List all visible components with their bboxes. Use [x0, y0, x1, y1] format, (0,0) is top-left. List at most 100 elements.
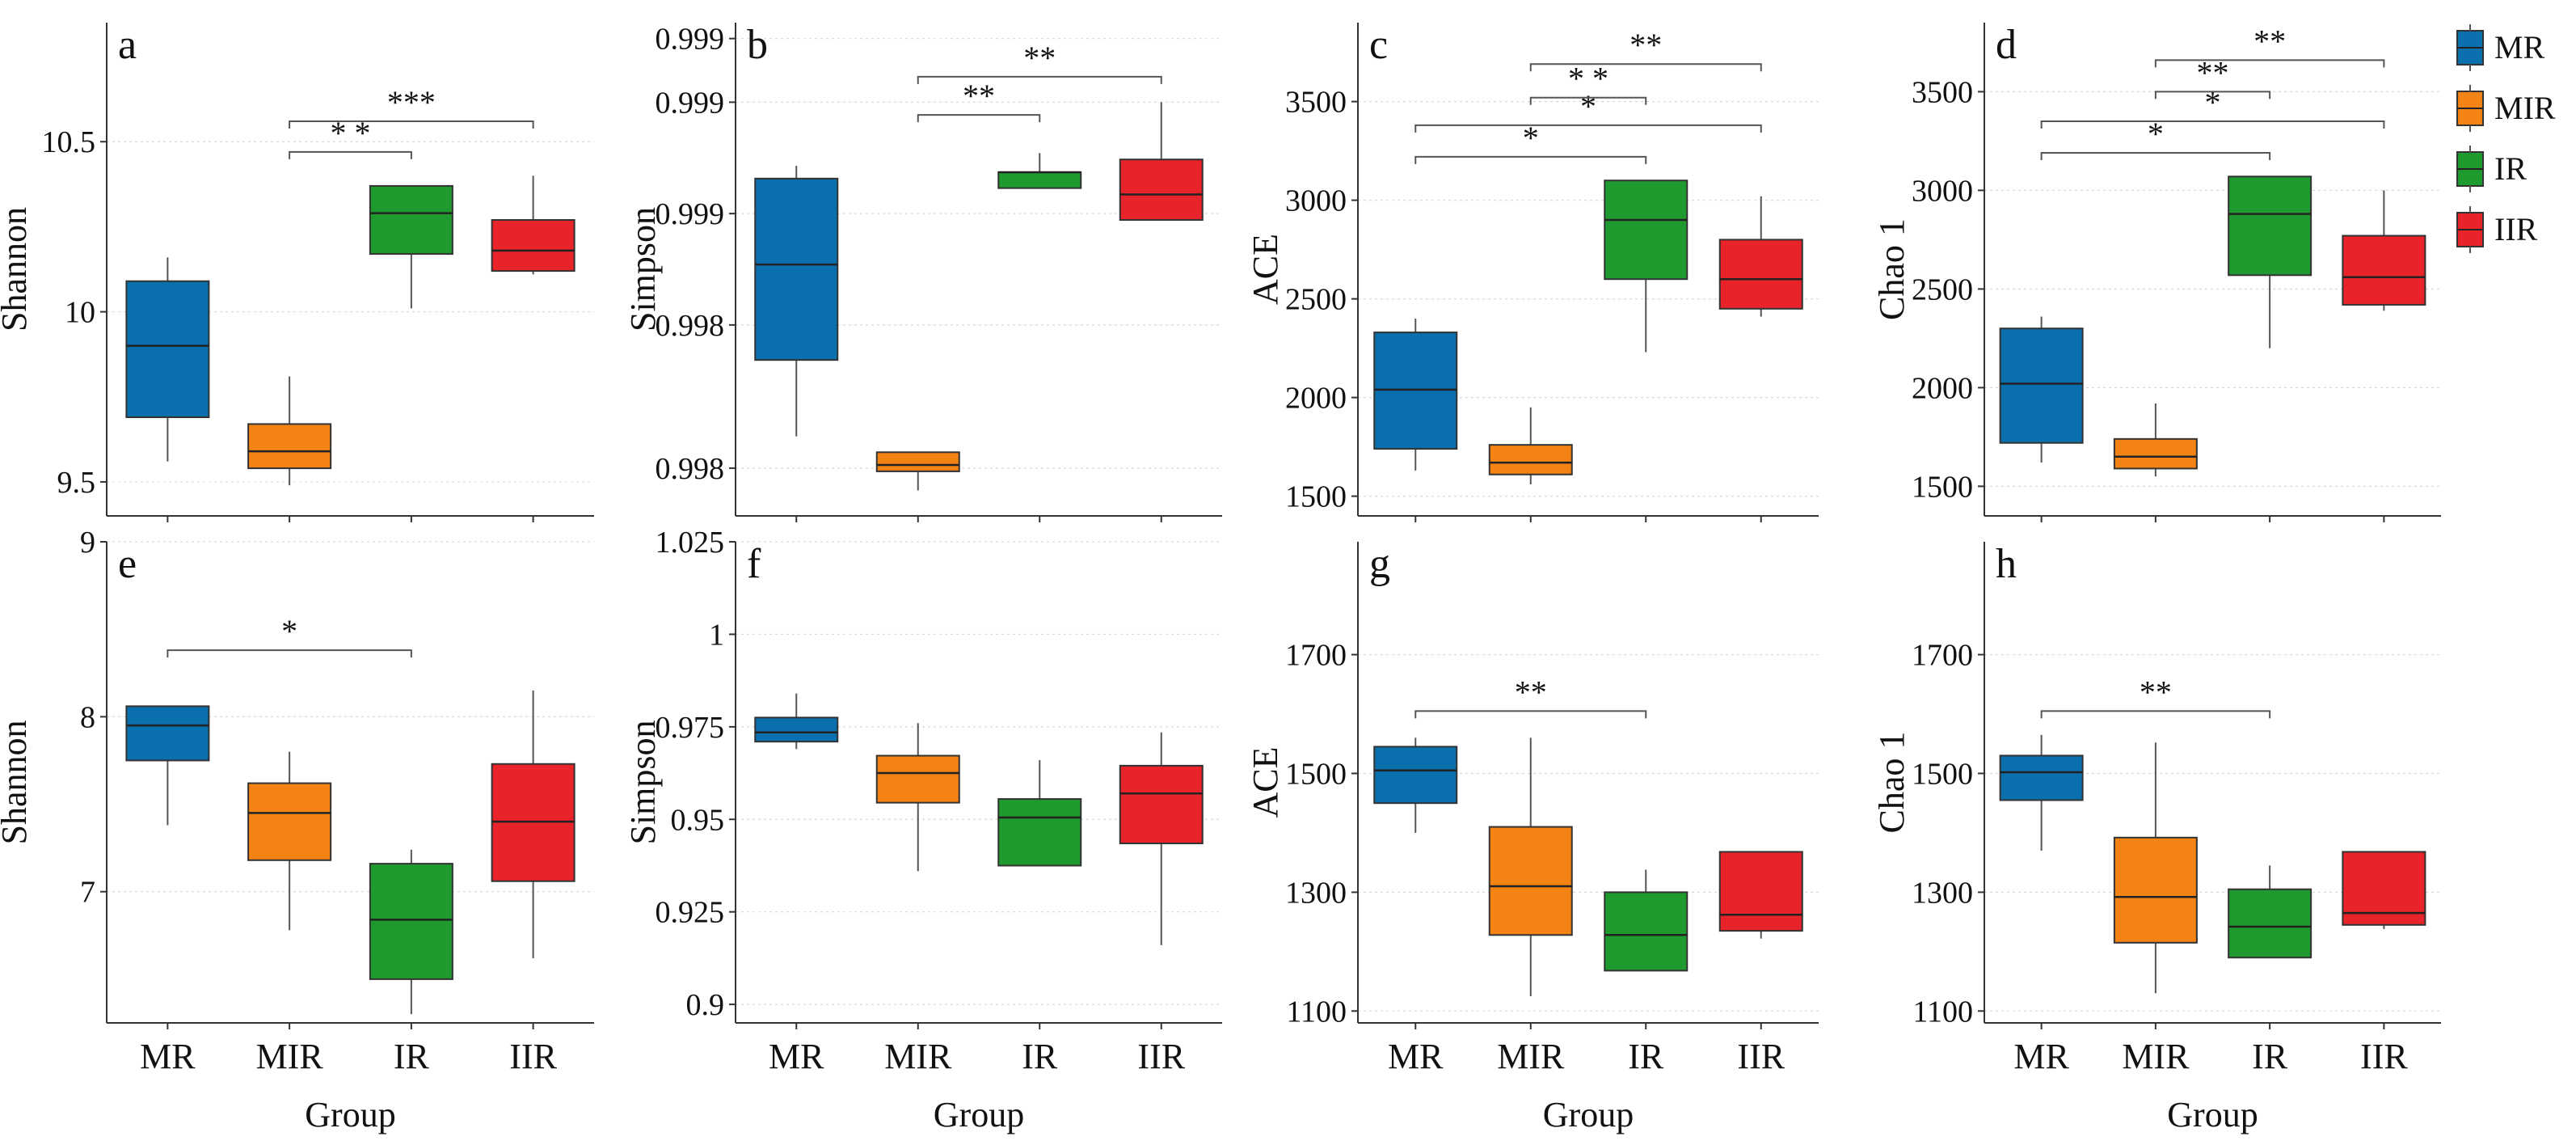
x-tick-label: IR: [394, 1037, 430, 1076]
panel-g: 1100 1300 1500 1700 MR MIR IR IIR Group ACE g **: [1246, 541, 1819, 1134]
significance-bracket: [2040, 120, 2385, 129]
significance-bracket: [1529, 96, 1647, 105]
significance-label: *: [1523, 120, 1539, 156]
significance-label: ***: [387, 84, 436, 120]
panel-letter: g: [1369, 541, 1390, 587]
x-tick-label: IR: [1022, 1037, 1058, 1076]
x-tick-label: IIR: [1137, 1037, 1185, 1076]
significance-label: **: [2140, 674, 2172, 710]
y-tick-label: 2000: [1285, 382, 1347, 416]
x-axis-title: Group: [934, 1095, 1024, 1134]
significance-label: **: [1023, 40, 1056, 76]
y-tick-label: 1500: [1285, 480, 1347, 514]
box-ir: [2228, 888, 2312, 959]
x-tick-label: MR: [769, 1037, 824, 1076]
panel-letter: d: [1996, 22, 2017, 68]
x-tick-label: IR: [2252, 1037, 2288, 1076]
significance-bracket: [2040, 152, 2271, 161]
box-ir: [369, 863, 453, 980]
panel-letter: b: [747, 22, 768, 68]
y-tick-label: 1700: [1285, 639, 1347, 673]
x-tick-label: MR: [140, 1037, 196, 1076]
x-tick-label: MIR: [256, 1037, 324, 1076]
box-mir: [1488, 826, 1573, 936]
y-tick-label: 1500: [1912, 757, 1973, 791]
y-tick-label: 8: [80, 700, 95, 734]
y-tick-label: 2500: [1912, 273, 1973, 306]
box-ir: [1604, 180, 1689, 281]
significance-bracket: [917, 114, 1041, 123]
panel-letter: c: [1369, 22, 1388, 68]
box-mr: [1999, 327, 2084, 444]
significance-label: **: [2253, 23, 2286, 59]
y-tick-label: 0.999: [656, 197, 725, 231]
y-axis-title: Simpson: [623, 720, 663, 844]
significance-label: * *: [331, 115, 371, 151]
y-axis-title: Shannon: [0, 720, 34, 845]
y-tick-label: 1500: [1285, 757, 1347, 791]
legend-label: MR: [2494, 29, 2545, 65]
y-tick-label: 10.5: [42, 125, 96, 159]
y-tick-label: 0.925: [656, 896, 725, 930]
x-tick-label: IIR: [2360, 1037, 2408, 1076]
y-axis-title: Shannon: [0, 207, 34, 332]
significance-bracket: [1529, 63, 1762, 72]
box-mir: [247, 423, 332, 470]
box-mr: [1999, 754, 2084, 801]
significance-bracket: [2154, 91, 2271, 99]
box-mr: [754, 716, 839, 743]
significance-bracket: [2154, 59, 2385, 68]
box-ir: [997, 171, 1082, 189]
x-tick-label: MIR: [1497, 1037, 1565, 1076]
box-ir: [1604, 891, 1689, 972]
x-tick-label: IIR: [1737, 1037, 1785, 1076]
y-tick-label: 3500: [1912, 75, 1973, 109]
x-tick-label: MR: [1388, 1037, 1444, 1076]
y-tick-label: 1500: [1912, 470, 1973, 504]
box-iir: [491, 219, 575, 273]
significance-bracket: [1414, 155, 1647, 164]
significance-label: **: [963, 78, 995, 114]
y-tick-label: 0.998: [656, 452, 725, 486]
x-tick-label: MIR: [2122, 1037, 2190, 1076]
legend-label: IR: [2494, 150, 2527, 187]
y-axis-title: Chao 1: [1872, 218, 1912, 320]
y-tick-label: 1100: [1286, 995, 1347, 1029]
y-tick-label: 1700: [1912, 639, 1973, 673]
box-mr: [1373, 746, 1458, 805]
y-tick-label: 0.998: [656, 309, 725, 343]
panel-letter: e: [118, 541, 137, 587]
x-tick-label: MIR: [884, 1037, 952, 1076]
box-mr: [125, 280, 210, 419]
legend-label: IIR: [2494, 211, 2538, 247]
panel-letter: a: [118, 22, 137, 68]
legend: MR MIR IR IIR: [2456, 24, 2556, 253]
box-ir: [2228, 175, 2312, 277]
y-tick-label: 0.9: [686, 988, 725, 1022]
box-mir: [2113, 437, 2198, 470]
box-iir: [1718, 239, 1803, 310]
y-axis-title: ACE: [1246, 234, 1285, 305]
box-mir: [2113, 836, 2198, 944]
significance-label: *: [281, 613, 297, 649]
significance-label: **: [1629, 27, 1662, 63]
y-tick-label: 1300: [1285, 876, 1347, 910]
significance-bracket: [917, 75, 1162, 84]
significance-bracket: [2040, 710, 2271, 719]
significance-bracket: [167, 649, 412, 658]
box-mir: [875, 754, 960, 804]
y-tick-label: 9.5: [57, 466, 96, 500]
x-tick-label: MR: [2013, 1037, 2069, 1076]
significance-bracket: [1414, 124, 1762, 133]
y-axis-title: ACE: [1246, 747, 1285, 818]
panel-letter: h: [1996, 541, 2017, 587]
x-axis-title: Group: [1543, 1095, 1634, 1134]
legend-label: MIR: [2494, 90, 2556, 126]
y-tick-label: 1300: [1912, 876, 1973, 910]
y-tick-label: 1.025: [656, 526, 725, 560]
y-tick-label: 0.95: [671, 803, 725, 837]
panel-letter: f: [747, 541, 761, 587]
box-iir: [2342, 234, 2426, 306]
